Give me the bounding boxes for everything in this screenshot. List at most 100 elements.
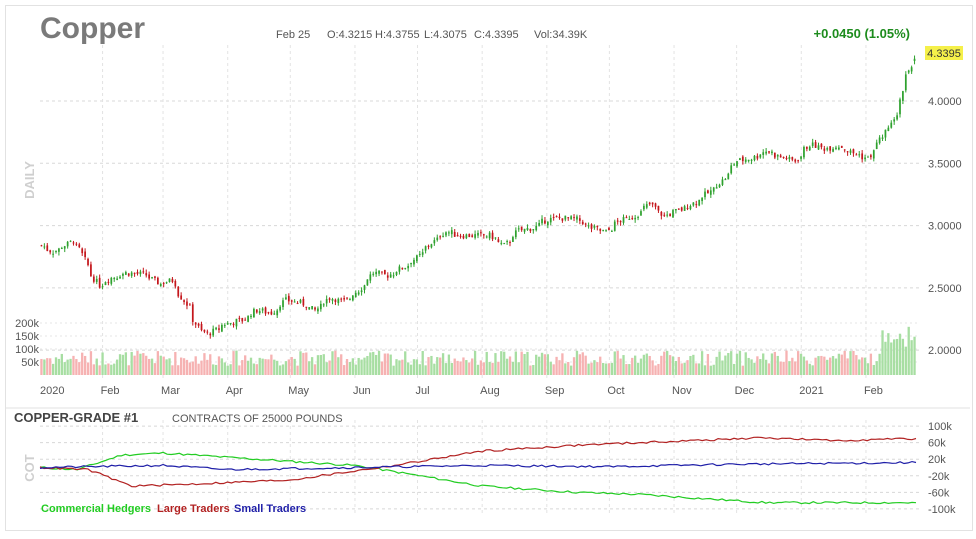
volume-bar: [473, 350, 477, 375]
cot-series-commercial-hedgers: [39, 451, 917, 505]
candle-body: [689, 206, 692, 210]
candle-body: [421, 252, 424, 255]
chart-frame: [5, 5, 973, 531]
candle-body: [584, 223, 587, 225]
header-high: H:4.3755: [375, 29, 420, 41]
month-label: Sep: [545, 385, 565, 397]
volume-bar: [142, 353, 145, 375]
volume-bar: [124, 352, 128, 375]
volume-bar: [334, 350, 337, 375]
candle-body: [753, 155, 756, 161]
candle-body: [552, 217, 555, 219]
volume-bar: [220, 358, 224, 375]
volume-tick-label: 150k: [15, 331, 39, 343]
price-tick-label: 3.0000: [928, 221, 962, 233]
candle-body: [593, 225, 596, 228]
candle-body: [494, 237, 497, 239]
candle-body: [814, 142, 817, 148]
candle-body: [52, 253, 54, 255]
volume-bar: [901, 338, 905, 375]
candle-body: [145, 273, 148, 276]
volume-bar: [799, 353, 803, 375]
volume-bar: [127, 365, 130, 375]
candle-body: [616, 220, 619, 222]
volume-bar: [342, 365, 346, 375]
volume-bar: [360, 359, 363, 375]
legend-small-traders: Small Traders: [234, 503, 306, 515]
volume-bar: [264, 359, 267, 375]
header-volume: Vol:34.39K: [534, 29, 588, 41]
candle-body: [416, 255, 418, 262]
candle-body: [223, 325, 226, 327]
volume-bar: [389, 354, 392, 375]
month-label: Mar: [161, 385, 180, 397]
candle-body: [872, 150, 875, 159]
volume-bar: [147, 358, 151, 375]
volume-bar: [316, 355, 320, 375]
volume-bar: [439, 357, 442, 375]
volume-bar: [348, 362, 352, 375]
candle-body: [375, 271, 378, 275]
candle-body: [448, 232, 450, 234]
volume-bar: [191, 361, 194, 375]
period-label: DAILY: [22, 161, 37, 199]
candle-body: [404, 267, 407, 269]
candle-body: [63, 246, 66, 249]
candle-body: [186, 301, 188, 306]
volume-bar: [636, 362, 640, 375]
candle-body: [130, 272, 133, 276]
candle-body: [779, 155, 782, 158]
candle-body: [803, 146, 805, 158]
volume-bar: [846, 358, 849, 375]
candle-body: [206, 331, 209, 333]
volume-bar: [578, 354, 582, 375]
volume-bar: [773, 351, 777, 375]
volume-bar: [599, 356, 602, 375]
candle-body: [838, 147, 840, 150]
last-price-value: 4.3395: [927, 48, 961, 60]
volume-bar: [831, 356, 835, 375]
volume-bar: [776, 355, 779, 375]
candle-body: [98, 277, 101, 288]
volume-bar: [724, 355, 727, 375]
candle-body: [622, 217, 625, 223]
candle-body: [317, 308, 319, 312]
volume-bar: [875, 361, 878, 375]
candle-body: [95, 278, 98, 282]
volume-bar: [500, 351, 503, 375]
volume-bar: [587, 363, 590, 375]
volume-bar: [488, 361, 491, 375]
volume-bar: [631, 357, 634, 375]
volume-bar: [171, 365, 174, 375]
candle-body: [532, 229, 535, 231]
candle-body: [471, 235, 474, 237]
candle-body: [450, 230, 453, 235]
volume-bar: [561, 353, 564, 375]
volume-bar: [808, 363, 811, 375]
candle-body: [782, 156, 785, 158]
candle-body: [611, 230, 613, 232]
volume-bar: [698, 363, 701, 375]
candle-body: [564, 215, 567, 220]
volume-bar: [639, 358, 643, 375]
cot-subtitle: CONTRACTS OF 25000 POUNDS: [172, 413, 343, 425]
candle-body: [200, 323, 203, 331]
volume-bar: [494, 353, 497, 375]
volume-bar: [762, 353, 765, 375]
candle-body: [180, 295, 183, 300]
volume-bar: [811, 365, 814, 375]
candle-body: [913, 58, 916, 62]
candle-body: [395, 271, 398, 275]
volume-bar: [43, 359, 46, 375]
volume-bar: [430, 355, 433, 375]
candle-body: [645, 204, 648, 208]
candle-body: [509, 242, 511, 244]
candle-body: [759, 154, 762, 158]
volume-bar: [261, 358, 264, 375]
candle-body: [407, 265, 410, 269]
candle-body: [785, 157, 788, 160]
candle-body: [165, 282, 168, 284]
volume-bar: [625, 364, 628, 375]
volume-bar: [246, 360, 250, 375]
candle-body: [570, 216, 573, 220]
